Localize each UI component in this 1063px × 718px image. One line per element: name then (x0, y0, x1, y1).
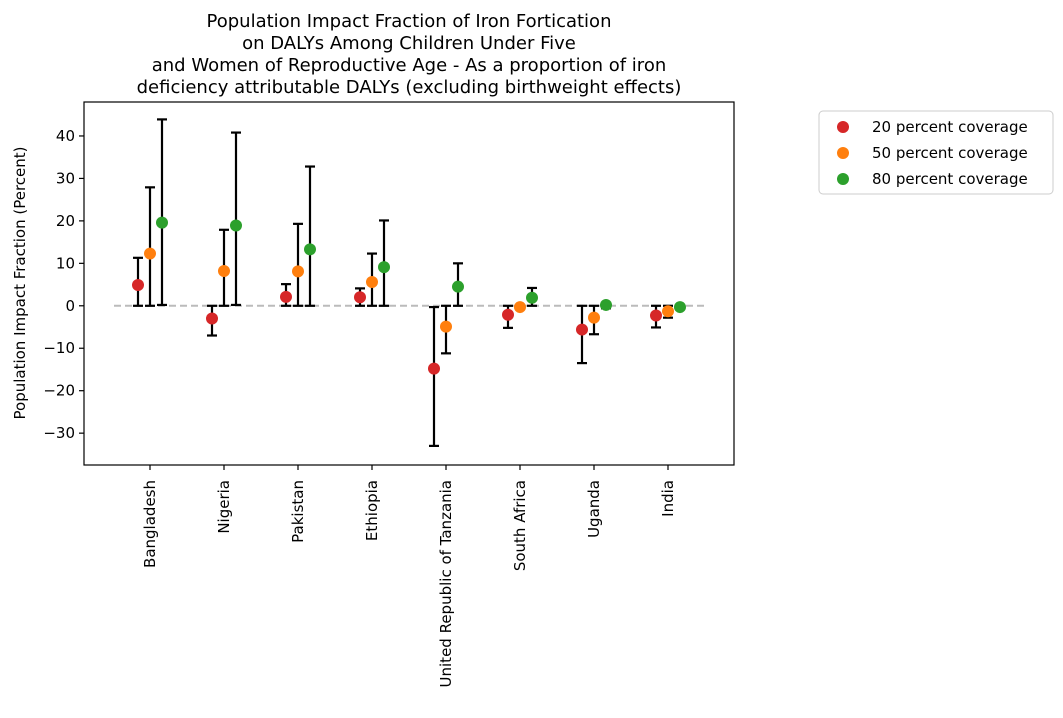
y-tick-label: −20 (43, 382, 75, 400)
y-axis-label: Population Impact Fraction (Percent) (11, 146, 29, 419)
data-point (280, 290, 292, 303)
x-tick-label: Bangladesh (141, 480, 159, 568)
y-tick-label: 0 (65, 297, 75, 315)
plot-area-frame (83, 101, 735, 466)
legend: 20 percent coverage 50 percent coverage 80… (818, 110, 1054, 195)
data-point (440, 320, 452, 333)
legend-marker (837, 147, 849, 159)
y-tick-label: 30 (56, 169, 75, 187)
y-tick-label: −30 (43, 424, 75, 442)
data-point (132, 278, 144, 291)
data-point (588, 311, 600, 324)
x-tick-label: Nigeria (215, 480, 233, 534)
data-point (230, 219, 242, 232)
data-point (600, 298, 612, 311)
y-tick-label: 10 (56, 254, 75, 272)
chart-title-line: deficiency attributable DALYs (excluding… (137, 77, 682, 98)
x-tick-label: India (659, 480, 677, 517)
error-bars (133, 118, 685, 447)
legend-marker (837, 173, 849, 185)
x-tick-label: South Africa (511, 480, 529, 571)
y-axis: −30 −20 −10 0 10 20 30 40 (43, 127, 84, 442)
data-point (502, 308, 514, 321)
legend-label: 20 percent coverage (872, 118, 1028, 136)
legend-label: 80 percent coverage (872, 170, 1028, 188)
y-tick-label: 40 (56, 127, 75, 145)
data-point (378, 261, 390, 274)
y-tick-label: 20 (56, 212, 75, 230)
data-point (354, 291, 366, 304)
data-point (144, 247, 156, 260)
x-tick-label: Ethiopia (363, 480, 381, 541)
chart-title: Population Impact Fraction of Iron Forti… (137, 11, 682, 98)
data-point (218, 264, 230, 277)
chart-title-line: Population Impact Fraction of Iron Forti… (207, 11, 612, 32)
data-point (206, 312, 218, 325)
y-tick-label: −10 (43, 339, 75, 357)
data-point (514, 301, 526, 314)
data-point (452, 280, 464, 293)
chart-title-line: and Women of Reproductive Age - As a pro… (152, 55, 667, 76)
legend-marker (837, 121, 849, 133)
legend-label: 50 percent coverage (872, 144, 1028, 162)
data-point (576, 323, 588, 336)
data-points (132, 216, 686, 375)
data-point (366, 276, 378, 289)
data-point (304, 243, 316, 256)
data-point (428, 362, 440, 375)
data-point (662, 305, 674, 318)
chart-title-line: on DALYs Among Children Under Five (242, 33, 576, 54)
legend-box (818, 110, 1054, 195)
data-point (292, 265, 304, 278)
x-tick-label: United Republic of Tanzania (437, 480, 455, 687)
data-point (526, 291, 538, 304)
data-point (156, 216, 168, 229)
data-point (674, 301, 686, 314)
x-axis: Bangladesh Nigeria Pakistan Ethiopia United … (141, 465, 677, 687)
x-tick-label: Uganda (585, 480, 603, 538)
x-tick-label: Pakistan (289, 480, 307, 543)
data-point (650, 309, 662, 322)
